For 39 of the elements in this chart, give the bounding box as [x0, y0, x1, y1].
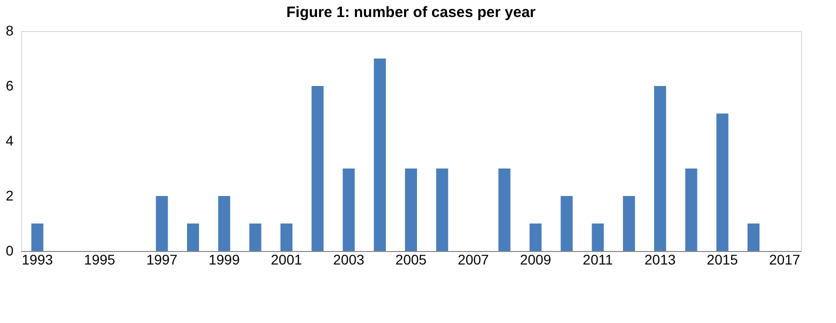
x-tick-label: 1995 — [84, 252, 116, 268]
bar — [405, 168, 417, 251]
bar — [560, 196, 573, 251]
bar — [249, 224, 262, 251]
x-tick-label: 1997 — [146, 252, 178, 268]
bar — [685, 168, 698, 251]
bar — [218, 196, 230, 251]
x-tick-label: 2005 — [395, 252, 427, 268]
bar — [31, 224, 44, 251]
x-tick-label: 2001 — [270, 252, 302, 268]
y-tick-label: 8 — [6, 22, 14, 38]
x-tick-label: 1999 — [208, 252, 240, 268]
bar — [530, 224, 542, 251]
bar — [498, 168, 510, 251]
x-tick-label: 2011 — [582, 252, 614, 268]
chart-title: Figure 1: number of cases per year — [286, 4, 536, 21]
y-tick-label: 0 — [6, 242, 14, 258]
bar — [374, 58, 386, 251]
x-tick-label: 1993 — [22, 252, 54, 268]
bar — [280, 224, 292, 251]
y-tick-label: 2 — [6, 188, 14, 204]
x-tick-label: 2009 — [520, 252, 552, 268]
bar — [436, 168, 448, 251]
bar — [312, 86, 324, 251]
x-tick-label: 2015 — [706, 252, 738, 268]
x-tick-label: 2007 — [458, 252, 490, 268]
x-tick-label: 2013 — [644, 252, 676, 268]
x-tick-label: 2003 — [333, 252, 365, 268]
bar — [622, 196, 635, 251]
bar — [156, 196, 168, 251]
y-tick-label: 4 — [6, 132, 14, 148]
bar — [716, 114, 728, 251]
bar — [342, 168, 355, 251]
bar — [654, 86, 666, 251]
bar — [748, 224, 760, 251]
bar — [592, 224, 604, 251]
x-tick-label: 2017 — [769, 252, 800, 268]
y-tick-label: 6 — [6, 78, 14, 94]
bar — [187, 224, 200, 251]
